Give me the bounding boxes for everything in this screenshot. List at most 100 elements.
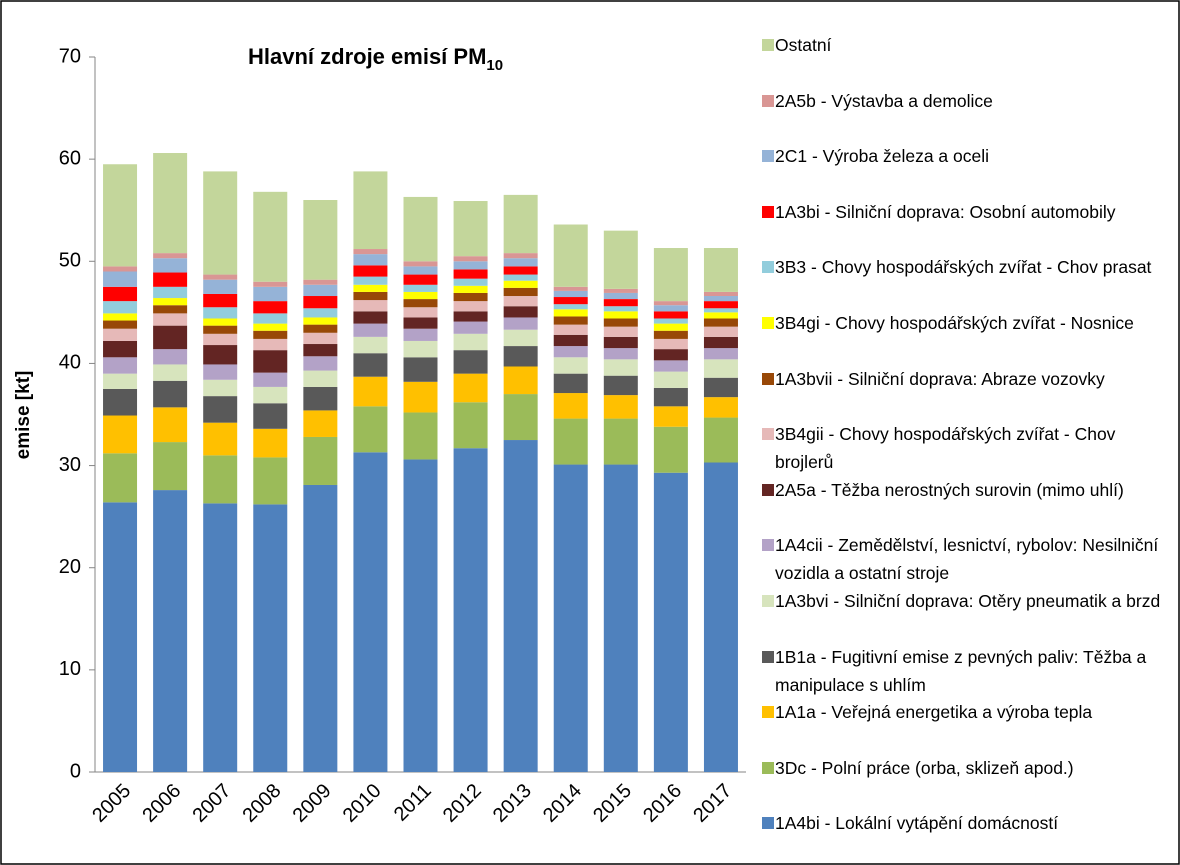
bar-segment [503, 258, 538, 267]
legend-swatch [762, 261, 774, 274]
legend-label: 2A5b - Výstavba a demolice [775, 90, 993, 111]
bar-segment [653, 330, 688, 339]
bar-segment [453, 333, 488, 351]
bar-segment [453, 269, 488, 279]
bar-segment [653, 338, 688, 350]
bar-segment [503, 280, 538, 288]
bar-segment [353, 276, 388, 285]
legend-swatch [762, 483, 774, 496]
bar-segment [603, 292, 638, 300]
bar-segment [403, 412, 438, 460]
bar-segment [103, 164, 138, 267]
y-tick-label: 0 [70, 760, 81, 782]
title-main: Hlavní zdroje emisí PM [248, 44, 486, 69]
bar-segment [153, 298, 188, 306]
bar-segment [103, 388, 138, 416]
bar-segment [553, 324, 588, 335]
chart-title: Hlavní zdroje emisí PM10 [248, 44, 503, 74]
bar-segment [653, 406, 688, 427]
bar-segment [603, 288, 638, 293]
bar-segment [303, 279, 338, 285]
bar-segment [653, 248, 688, 302]
y-tick-label: 30 [59, 454, 81, 476]
bar-segment [203, 422, 238, 456]
bar-segment [403, 284, 438, 292]
bar-segment [503, 287, 538, 297]
bar-segment [253, 301, 288, 314]
bar-segment [153, 305, 188, 314]
y-tick-label: 60 [59, 147, 81, 169]
bar-segment [353, 353, 388, 377]
bar-segment [253, 313, 288, 324]
legend-label: 1A4bi - Lokální vytápění domácností [775, 813, 1059, 834]
bar-segment [253, 191, 288, 282]
bar-segment [153, 490, 188, 772]
bar-segment [403, 196, 438, 262]
bar-segment [203, 379, 238, 397]
legend-label: 1B1a - Fugitivní emise z pevných paliv: … [775, 646, 1147, 695]
legend-label: 1A1a - Veřejná energetika a výroba tepla [775, 702, 1093, 723]
bar-segment [603, 418, 638, 465]
bar-segment [303, 332, 338, 345]
bar-segment [253, 286, 288, 302]
bar-segment [703, 397, 738, 418]
bar-segment [103, 328, 138, 341]
bar-segment [353, 336, 388, 354]
bar-segment [253, 330, 288, 339]
bar-segment [103, 373, 138, 389]
bar-segment [603, 299, 638, 307]
bar-segment [553, 418, 588, 465]
bar-segment [253, 350, 288, 373]
bar-segment [453, 402, 488, 449]
bar-segment [353, 406, 388, 453]
bar-segment [453, 321, 488, 334]
bar-segment [253, 372, 288, 387]
bar-segment [453, 278, 488, 286]
bar-segment [203, 364, 238, 380]
bar-segment [553, 393, 588, 419]
bar-segment [253, 403, 288, 429]
bar-segment [553, 290, 588, 298]
bar-segment [153, 349, 188, 365]
bar-segment [453, 311, 488, 322]
bar-segment [103, 266, 138, 272]
bar-segment [403, 266, 438, 275]
bar-segment [103, 453, 138, 503]
bar-segment [703, 312, 738, 319]
bar-segment [653, 472, 688, 772]
legend-swatch [762, 817, 774, 830]
bar-segment [453, 285, 488, 293]
bar-segment [103, 301, 138, 314]
bar-segment [103, 320, 138, 329]
bar-segment [353, 300, 388, 312]
legend-swatch [762, 650, 774, 663]
bar-segment [603, 395, 638, 419]
bar-segment [503, 296, 538, 307]
bar-segment [203, 345, 238, 365]
bar-segment [553, 304, 588, 310]
bar-segment [503, 366, 538, 395]
bar-segment [403, 459, 438, 772]
bar-segment [403, 317, 438, 329]
bar-segment [603, 336, 638, 349]
bar-segment [103, 357, 138, 374]
bar-segment [553, 316, 588, 325]
bar-segment [253, 386, 288, 404]
bar-segment [503, 346, 538, 367]
bar-segment [153, 364, 188, 381]
bar-segment [303, 370, 338, 387]
bar-segment [153, 442, 188, 491]
y-tick-label: 40 [59, 352, 81, 374]
bar-segment [153, 407, 188, 443]
y-tick-label: 50 [59, 250, 81, 272]
bar-segment [503, 329, 538, 347]
bar-segment [553, 373, 588, 394]
bar-segment [703, 348, 738, 360]
bar-segment [703, 336, 738, 349]
bar-segment [403, 261, 438, 267]
bar-segment [153, 286, 188, 299]
bar-segment [653, 323, 688, 331]
bar-segment [203, 307, 238, 319]
